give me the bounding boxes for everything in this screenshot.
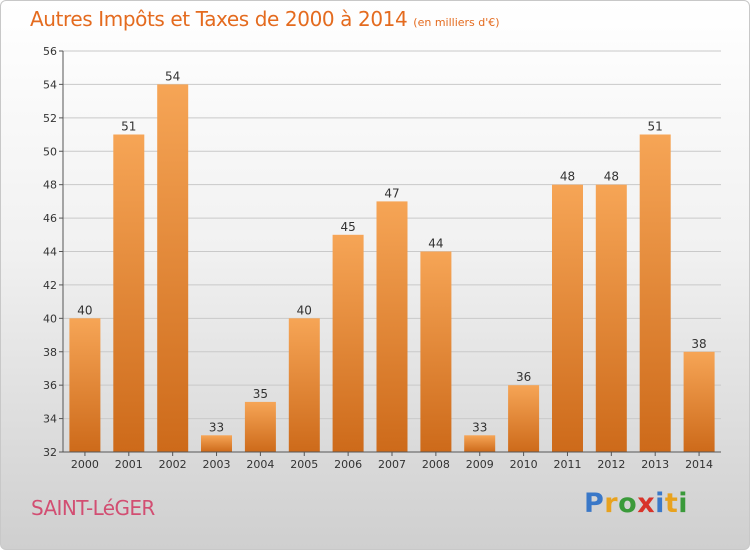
bar-2007 xyxy=(376,201,408,452)
y-tick-label: 38 xyxy=(43,346,57,359)
x-tick-label: 2004 xyxy=(246,458,274,471)
bar-2005 xyxy=(288,318,320,452)
y-tick-label: 32 xyxy=(43,446,57,459)
x-tick-labels: 2000 2001 2002 2003 2004 2005 2006 2007 2008 2009… xyxy=(71,458,713,471)
x-tick-label: 2008 xyxy=(422,458,450,471)
bar-2009 xyxy=(464,435,496,452)
data-label: 47 xyxy=(384,186,399,200)
y-tick-label: 34 xyxy=(43,413,57,426)
y-tick-label: 40 xyxy=(43,312,57,325)
y-tick-label: 54 xyxy=(43,78,57,91)
bar-2001 xyxy=(113,134,145,452)
x-tick-label: 2012 xyxy=(597,458,625,471)
data-label: 54 xyxy=(165,69,180,83)
x-tick-label: 2014 xyxy=(685,458,713,471)
data-label: 45 xyxy=(340,220,355,234)
data-label: 36 xyxy=(516,370,531,384)
data-label: 44 xyxy=(428,237,443,251)
x-tick-label: 2010 xyxy=(510,458,538,471)
x-tick-label: 2001 xyxy=(115,458,143,471)
y-tick-label: 44 xyxy=(43,246,57,259)
x-tick-label: 2006 xyxy=(334,458,362,471)
proxiti-logo: Proxiti xyxy=(584,488,688,519)
logo-letter: x xyxy=(637,488,656,519)
x-tick-label: 2013 xyxy=(641,458,669,471)
x-tick-label: 2009 xyxy=(466,458,494,471)
x-tick-label: 2003 xyxy=(203,458,231,471)
data-label: 51 xyxy=(121,120,136,134)
y-tick-label: 36 xyxy=(43,379,57,392)
axes xyxy=(59,50,721,456)
x-tick-label: 2002 xyxy=(159,458,187,471)
logo-letter: i xyxy=(678,488,689,519)
bar-2000 xyxy=(69,318,101,452)
data-label: 40 xyxy=(297,303,312,317)
y-tick-labels: 32 34 36 38 40 42 44 46 48 50 52 54 56 xyxy=(43,45,57,459)
x-tick-label: 2005 xyxy=(290,458,318,471)
logo-letter: r xyxy=(604,488,619,519)
bar-2014 xyxy=(683,351,715,453)
chart-unit: (en milliers d'€) xyxy=(413,16,500,29)
x-tick-label: 2011 xyxy=(553,458,581,471)
logo-letter: P xyxy=(584,488,605,519)
logo-letter: o xyxy=(618,488,638,519)
data-label: 51 xyxy=(648,120,663,134)
data-label: 40 xyxy=(77,303,92,317)
data-label: 33 xyxy=(472,420,487,434)
bar-2010 xyxy=(508,385,540,452)
bar-2008 xyxy=(420,251,452,452)
bar-2006 xyxy=(332,234,364,452)
bar-2012 xyxy=(595,184,627,452)
chart-title: Autres Impôts et Taxes de 2000 à 2014 (en… xyxy=(30,7,500,31)
bar-2003 xyxy=(201,435,232,452)
logo-letter: t xyxy=(664,488,679,519)
data-labels: 40 51 54 33 35 40 45 47 44 33 36 48 48 51 38 xyxy=(77,69,706,434)
y-tick-label: 46 xyxy=(43,212,57,225)
bar-2002 xyxy=(157,84,189,453)
logo-letter: i xyxy=(655,488,665,519)
bar-2013 xyxy=(639,134,671,452)
chart-title-text: Autres Impôts et Taxes de 2000 à 2014 xyxy=(30,7,408,31)
bar-2011 xyxy=(552,184,583,452)
data-label: 48 xyxy=(604,170,619,184)
data-label: 33 xyxy=(209,420,224,434)
y-tick-label: 50 xyxy=(43,145,57,158)
x-tick-label: 2000 xyxy=(71,458,99,471)
data-label: 48 xyxy=(560,170,575,184)
place-name: SAINT-LéGER xyxy=(31,496,155,520)
y-tick-label: 52 xyxy=(43,112,57,125)
y-tick-label: 56 xyxy=(43,45,57,58)
data-label: 38 xyxy=(691,337,706,351)
y-tick-label: 42 xyxy=(43,279,57,292)
bars xyxy=(69,84,715,453)
data-label: 35 xyxy=(253,387,268,401)
y-tick-label: 48 xyxy=(43,179,57,192)
x-tick-label: 2007 xyxy=(378,458,406,471)
bar-2004 xyxy=(244,401,276,452)
